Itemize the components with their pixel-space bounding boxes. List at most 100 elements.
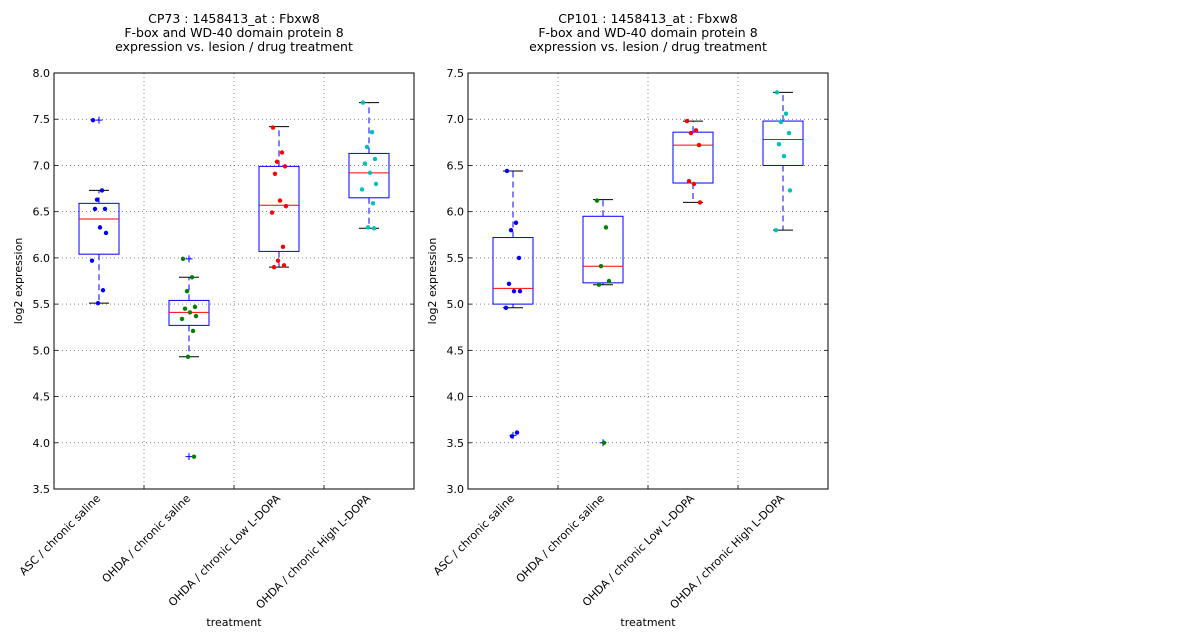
data-point [272,171,278,176]
data-point [606,278,612,284]
data-point [280,244,286,249]
data-point [503,305,509,311]
data-point [270,125,276,130]
chart-title-line: F-box and WD-40 domain protein 8 [538,25,757,40]
data-point [504,168,510,174]
data-point [100,288,106,293]
data-point [691,181,697,187]
data-point [684,118,690,124]
chart-title-line: CP101 : 1458413_at : Fbxw8 [558,11,738,26]
y-tick-label: 4.5 [447,344,465,357]
data-point [180,256,186,262]
data-point [179,316,185,322]
data-point [506,281,512,286]
data-point [190,328,196,334]
y-tick-label: 6.5 [447,159,465,172]
data-point [277,198,283,203]
y-tick-label: 5.5 [447,252,465,265]
y-tick-label: 7.5 [33,113,51,126]
data-point [191,454,197,459]
box-group [348,100,390,231]
box-iqr [672,131,714,184]
data-point [697,200,703,205]
data-point [773,227,779,233]
data-point [102,206,108,212]
y-tick-label: 4.5 [33,391,51,404]
plot-frame [467,72,829,490]
y-tick-label: 8.0 [33,67,51,80]
data-point [283,203,289,209]
y-tick-label: 4.0 [33,437,51,450]
data-point [365,225,371,230]
box-iqr [582,215,624,284]
data-point [182,306,188,311]
data-point [517,288,523,294]
data-point [688,130,694,136]
x-tick-label: ASC / chronic saline [17,492,103,578]
y-tick-label: 6.5 [33,206,51,219]
y-tick-label: 3.0 [447,483,465,496]
data-point [787,188,793,193]
x-tick-label: OHDA / chronic saline [514,492,608,586]
data-point [508,227,514,233]
data-point [367,170,373,176]
outlier-marker [185,453,193,461]
data-point [275,258,281,263]
data-point [90,117,96,123]
data-point [511,288,517,294]
box-group [492,168,534,439]
y-tick-label: 5.0 [447,298,465,311]
data-point [696,142,702,148]
data-point [362,161,368,166]
data-point [99,188,105,193]
data-point [184,288,190,294]
data-point [596,282,602,287]
data-point [94,197,100,202]
box-group [78,116,120,306]
data-point [371,226,377,231]
data-point [601,440,607,445]
x-tick-label: ASC / chronic saline [431,492,517,578]
data-point [509,434,515,439]
data-point [185,354,191,360]
data-point [372,156,378,162]
y-tick-label: 5.5 [33,298,51,311]
box-iqr [762,120,804,166]
y-tick-label: 3.5 [447,437,465,450]
box-iqr [348,152,390,199]
data-point [274,159,280,164]
data-point [781,154,787,159]
box-iqr [258,165,300,252]
outlier-marker [185,255,193,263]
data-point [776,141,782,147]
chart-title-line: F-box and WD-40 domain protein 8 [124,25,343,40]
data-point [360,100,366,105]
plot-frame [53,72,415,490]
chart-title-line: expression vs. lesion / drug treatment [529,39,767,54]
data-point [693,128,699,133]
box-group [168,255,210,461]
data-point [594,198,600,203]
box-iqr [78,202,120,255]
box-group [258,125,300,270]
data-point [686,178,692,184]
data-point [187,310,193,315]
data-point [271,264,277,270]
data-point [778,119,784,125]
data-point [359,187,365,192]
data-point [193,313,199,319]
data-point [603,225,609,230]
y-tick-label: 7.5 [447,67,465,80]
data-point [598,264,604,269]
data-point [774,90,780,95]
box-group [672,118,714,205]
data-point [281,263,287,268]
x-tick-label: OHDA / chronic saline [100,492,194,586]
chart-title-line: expression vs. lesion / drug treatment [115,39,353,54]
y-tick-label: 7.0 [447,113,465,126]
data-point [192,304,198,310]
y-tick-label: 7.0 [33,159,51,172]
